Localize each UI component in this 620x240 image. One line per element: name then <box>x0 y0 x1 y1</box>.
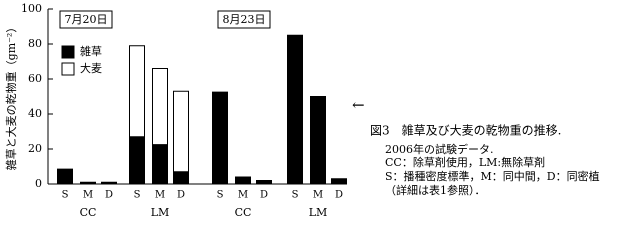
caption-note: （詳細は表1参照）． <box>385 183 486 197</box>
group-label: CC <box>235 206 252 219</box>
legend-label: 大麦 <box>80 61 102 75</box>
bar-segment <box>80 181 96 185</box>
y-tick-label: 0 <box>35 177 42 190</box>
bar-segment <box>101 181 117 185</box>
chart: 雑草と大麦の乾物重（gm⁻²） 7月20日 8月23日 ← 図3 雑草及び大麦の… <box>4 2 600 219</box>
group-label: CC <box>80 206 97 219</box>
bar-segment <box>331 178 347 185</box>
bar-segment <box>310 96 326 185</box>
bar-segment <box>212 91 228 185</box>
legend-swatch <box>61 62 75 76</box>
bar-segment <box>152 144 168 185</box>
x-tick-label: D <box>260 190 268 201</box>
group-label: LM <box>151 206 170 219</box>
y-tick-label: 40 <box>28 107 42 120</box>
y-tick-label: 80 <box>28 37 42 50</box>
group-label: LM <box>309 206 328 219</box>
x-tick-label: S <box>134 190 141 201</box>
y-tick-label: 60 <box>28 72 42 85</box>
page: 雑草と大麦の乾物重（gm⁻²） 7月20日 8月23日 ← 図3 雑草及び大麦の… <box>4 2 600 219</box>
x-tick-label: M <box>313 190 323 201</box>
x-tick-label: D <box>105 190 113 201</box>
bar-segment <box>57 168 73 185</box>
panel-box <box>59 10 113 29</box>
bar-segment <box>152 68 168 146</box>
bar-segment <box>129 45 145 138</box>
y-axis-label: 雑草と大麦の乾物重（gm⁻²） <box>4 22 18 171</box>
x-tick-label: D <box>177 190 185 201</box>
y-tick-label: 20 <box>28 142 42 155</box>
y-tick-label: 100 <box>21 2 42 15</box>
legend-label: 雑草 <box>80 44 102 58</box>
x-tick-label: S <box>217 190 224 201</box>
x-tick-label: D <box>335 190 343 201</box>
x-tick-label: M <box>155 190 165 201</box>
x-tick-label: S <box>292 190 299 201</box>
caption-note: CC：除草剤使用，LM:無除草剤 <box>385 155 545 169</box>
caption-note: S：播種密度標準，M：同中間，D：同密植 <box>385 169 600 183</box>
x-tick-label: M <box>83 190 93 201</box>
x-tick-label: S <box>62 190 69 201</box>
panel-label: 8月23日 <box>223 13 266 26</box>
arrow: ← <box>352 96 365 114</box>
bar-segment <box>129 136 145 185</box>
bar-segment <box>287 34 303 185</box>
bar-segment <box>173 171 189 185</box>
caption-title: 図3 雑草及び大麦の乾物重の推移. <box>370 123 561 138</box>
panel-box <box>217 10 271 29</box>
caption-note: 2006年の試験データ. <box>385 142 494 156</box>
panel-label: 7月20日 <box>65 13 108 26</box>
bar-segment <box>235 176 251 185</box>
legend-swatch <box>61 45 75 59</box>
bar-segment <box>173 90 189 173</box>
x-tick-label: M <box>238 190 248 201</box>
bar-segment <box>256 180 272 185</box>
